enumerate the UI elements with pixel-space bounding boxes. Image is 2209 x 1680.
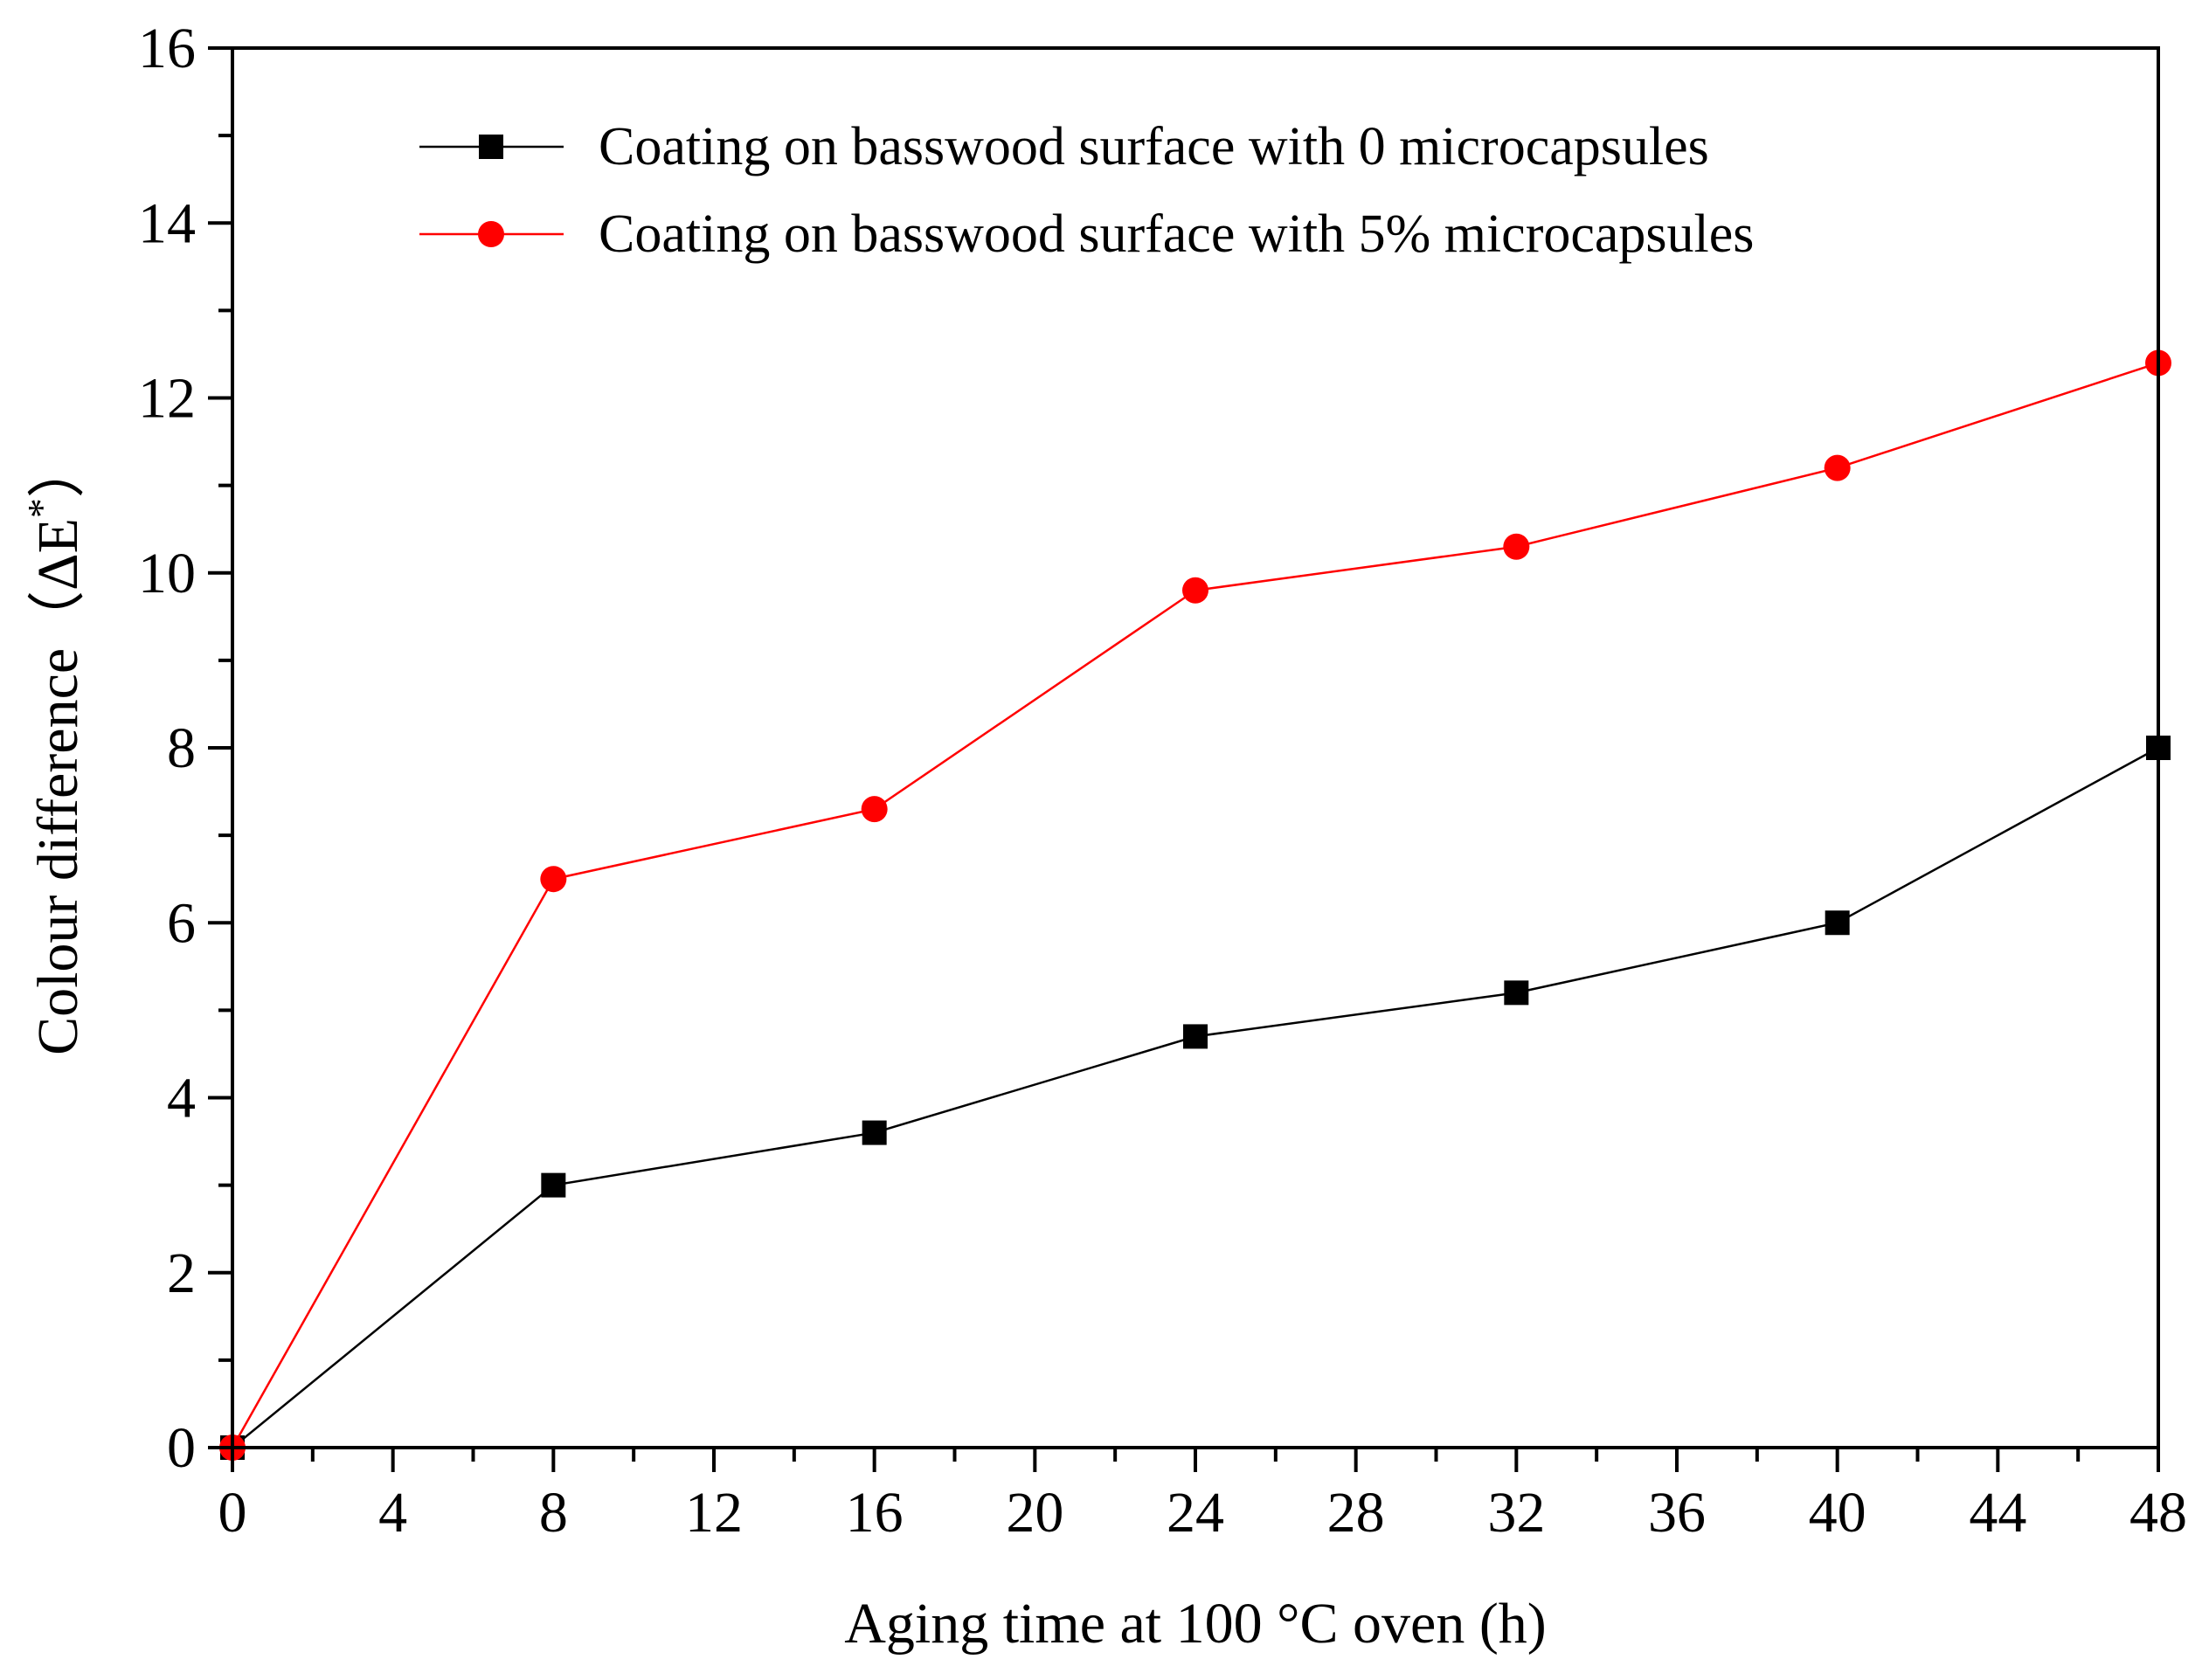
legend-marker-square (479, 135, 503, 159)
y-tick-label: 12 (138, 367, 196, 431)
data-point-series-1 (1824, 454, 1851, 481)
x-tick-label: 4 (378, 1481, 407, 1545)
y-tick-label: 10 (138, 542, 196, 605)
y-tick-label: 4 (167, 1067, 196, 1130)
y-tick-label: 16 (138, 17, 196, 80)
x-tick-label: 24 (1167, 1481, 1224, 1545)
y-axis-title-end: ） (26, 440, 90, 498)
x-tick-label: 28 (1327, 1481, 1385, 1545)
data-point-series-1 (540, 866, 567, 893)
x-tick-label: 48 (2129, 1481, 2187, 1545)
data-point-series-1 (861, 796, 888, 823)
y-axis-title-superscript: * (19, 498, 64, 518)
y-axis-title: Colour difference（ΔE*） (19, 440, 91, 1055)
ticks-layer (208, 46, 2160, 1472)
y-tick-label: 6 (167, 891, 196, 955)
legend: Coating on basswood surface with 0 micro… (419, 117, 1754, 264)
x-tick-label: 44 (1969, 1481, 2026, 1545)
x-tick-label: 8 (539, 1481, 568, 1545)
data-point-series-1 (1503, 533, 1530, 560)
data-point-series-0 (541, 1172, 566, 1198)
y-axis-title-main: Colour difference（ΔE (26, 518, 90, 1055)
x-tick-label: 0 (218, 1481, 247, 1545)
x-axis-title: Aging time at 100 °C oven (h) (844, 1592, 1547, 1656)
y-tick-label: 14 (138, 191, 196, 255)
legend-label-5pct-microcapsules: Coating on basswood surface with 5% micr… (599, 204, 1754, 264)
y-tick-label: 0 (167, 1416, 196, 1480)
x-tick-label: 20 (1006, 1481, 1063, 1545)
x-tick-label: 32 (1487, 1481, 1545, 1545)
x-tick-label: 12 (685, 1481, 743, 1545)
x-tick-label: 36 (1648, 1481, 1706, 1545)
y-tick-label: 8 (167, 716, 196, 780)
legend-marker-circle (478, 221, 504, 247)
data-point-series-0 (1825, 910, 1850, 936)
y-tick-label: 2 (167, 1241, 196, 1305)
legend-label-0-microcapsules: Coating on basswood surface with 0 micro… (599, 117, 1709, 176)
data-point-series-1 (1182, 577, 1208, 604)
data-point-series-0 (1183, 1024, 1208, 1049)
data-point-series-0 (1504, 980, 1529, 1006)
x-tick-label: 40 (1809, 1481, 1866, 1545)
x-tick-label: 16 (846, 1481, 904, 1545)
data-point-series-0 (862, 1120, 887, 1145)
